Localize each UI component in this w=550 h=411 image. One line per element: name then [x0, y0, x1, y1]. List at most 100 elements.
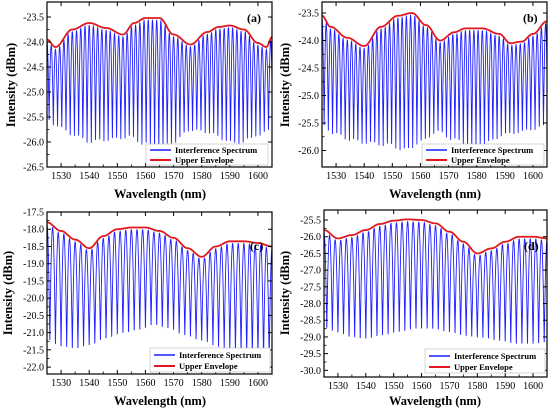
- panel-a-y-tick-label: -23.5: [23, 13, 44, 24]
- panel-b-x-tick-label: 1560: [410, 171, 430, 182]
- panel-d-legend-label-envelope: Upper Envelope: [454, 362, 513, 372]
- panel-b-y-tick-label: -25.5: [298, 119, 319, 130]
- panel-d-y-tick-label: -29.0: [300, 332, 321, 343]
- panel-b-legend-label-envelope: Upper Envelope: [451, 155, 510, 165]
- panel-c-legend: Interference Spectrum Upper Envelope: [149, 347, 271, 373]
- panel-c-x-axis-label: Wavelength (nm): [114, 394, 206, 408]
- panel-c-y-tick-label: -21.5: [23, 345, 44, 356]
- panel-c-legend-label-spectrum: Interference Spectrum: [179, 350, 261, 360]
- panel-a-x-tick-label: 1530: [51, 171, 71, 182]
- panel-a-y-ticks: -26.5 -26.0 -25.5 -25.0 -24.5 -24.0 -23.5: [23, 13, 272, 174]
- panel-c-x-tick-label: 1600: [248, 378, 268, 389]
- panel-c-x-tick-label: 1540: [79, 378, 99, 389]
- panel-b-x-tick-label: 1580: [467, 171, 487, 182]
- panel-a-series: [47, 17, 272, 151]
- panel-b-y-ticks: -26.0 -25.5 -25.0 -24.5 -24.0 -23.5: [298, 9, 547, 157]
- panel-c-series: [47, 221, 272, 361]
- panel-d-y-tick-label: -27.5: [300, 282, 321, 293]
- panel-d-legend-box: [424, 348, 546, 374]
- panel-c-x-tick-label: 1530: [51, 378, 71, 389]
- panel-b-x-tick-label: 1550: [382, 171, 402, 182]
- panel-c-series-upper-envelope: [47, 221, 272, 258]
- panel-d-series-interference-spectrum: [324, 220, 547, 344]
- panel-a-legend: Interference Spectrum Upper Envelope: [145, 143, 269, 166]
- panel-a-y-tick-label: -26.0: [23, 138, 44, 149]
- panel-d-x-tick-label: 1550: [384, 381, 404, 392]
- panel-a-x-tick-label: 1570: [164, 171, 184, 182]
- panel-c: -22.0 -21.5 -21.0 -20.5 -20.0 -19.5 -19.0 -18.5…: [1, 208, 273, 408]
- panel-d-x-tick-label: 1580: [467, 381, 487, 392]
- panel-d-x-ticks: 1530 1540 1550 1560 1570 1580 1590 1600: [328, 210, 543, 392]
- panel-a-x-tick-label: 1560: [135, 171, 155, 182]
- panel-a-legend-label-spectrum: Interference Spectrum: [175, 145, 257, 155]
- panel-d-y-tick-label: -28.5: [300, 316, 321, 327]
- panel-a-x-tick-label: 1550: [107, 171, 127, 182]
- panel-c-label: (c): [250, 239, 263, 253]
- panel-c-y-tick-label: -20.0: [23, 294, 44, 305]
- panel-b-label: (b): [523, 11, 538, 25]
- panel-a-x-tick-label: 1590: [220, 171, 240, 182]
- panel-b-x-tick-label: 1530: [326, 171, 346, 182]
- panel-b-y-tick-label: -26.0: [298, 146, 319, 157]
- panel-b-legend: Interference Spectrum Upper Envelope: [421, 143, 545, 166]
- panel-b-y-tick-label: -24.0: [298, 36, 319, 47]
- panel-d-y-tick-label: -28.0: [300, 299, 321, 310]
- panel-d: -30.0 -29.5 -29.0 -28.5 -28.0 -27.5 -27.0 -26.5…: [278, 209, 548, 408]
- panel-c-x-tick-label: 1590: [220, 378, 240, 389]
- panel-b-series: [322, 12, 547, 151]
- panel-c-x-tick-label: 1550: [107, 378, 127, 389]
- panel-d-x-tick-label: 1570: [439, 381, 459, 392]
- panel-c-x-tick-label: 1580: [192, 378, 212, 389]
- panel-a-y-tick-label: -25.5: [23, 113, 44, 124]
- panel-d-y-tick-label: -29.5: [300, 349, 321, 360]
- panel-b: -26.0-25.5-25.0-24.5-24.0-23.5 1530 1540 1…: [278, 1, 548, 201]
- panel-d-label: (d): [524, 239, 539, 253]
- panel-d-y-axis-label: Intensity (dBm): [278, 251, 292, 335]
- panel-d-y-ticks: -30.0 -29.5 -29.0 -28.5 -28.0 -27.5 -27.0 -26.5…: [300, 216, 547, 377]
- panel-c-y-tick-label: -18.5: [23, 242, 44, 253]
- panel-d-x-tick-label: 1560: [412, 381, 432, 392]
- panel-a-label: (a): [247, 11, 261, 25]
- panel-b-series-interference-spectrum: [322, 14, 547, 151]
- panel-b-series-upper-envelope: [322, 12, 547, 47]
- panel-b-x-tick-label: 1600: [523, 171, 543, 182]
- panel-a: -26.5 -26.0 -25.5 -25.0 -24.5 -24.0 -23.5 1530…: [4, 1, 273, 201]
- panel-d-x-tick-label: 1530: [328, 381, 348, 392]
- panel-c-y-ticks: -22.0 -21.5 -21.0 -20.5 -20.0 -19.5 -19.0 -18.5…: [23, 208, 272, 374]
- panel-d-series: [324, 218, 547, 344]
- panel-a-x-tick-label: 1540: [79, 171, 99, 182]
- panel-d-series-upper-envelope: [324, 218, 547, 255]
- panel-b-y-tick-label: -23.5: [298, 9, 319, 20]
- panel-a-x-tick-label: 1580: [192, 171, 212, 182]
- panel-c-legend-box: [149, 347, 271, 373]
- panel-b-x-tick-label: 1570: [439, 171, 459, 182]
- panel-a-series-upper-envelope: [47, 17, 272, 48]
- panel-d-x-axis-label: Wavelength (nm): [389, 394, 481, 408]
- panel-c-x-tick-label: 1560: [135, 378, 155, 389]
- panel-d-y-tick-label: -27.0: [300, 266, 321, 277]
- panel-c-y-tick-label: -19.0: [23, 259, 44, 270]
- panel-d-x-tick-label: 1590: [495, 381, 515, 392]
- panel-c-y-tick-label: -22.0: [23, 363, 44, 374]
- panel-b-x-axis-label: Wavelength (nm): [389, 187, 481, 201]
- panel-a-y-tick-label: -25.0: [23, 88, 44, 99]
- panel-d-x-tick-label: 1540: [356, 381, 376, 392]
- panel-a-legend-label-envelope: Upper Envelope: [175, 155, 234, 165]
- panel-d-legend-label-spectrum: Interference Spectrum: [454, 351, 536, 361]
- panel-c-series-interference-spectrum: [47, 224, 272, 361]
- panel-a-series-interference-spectrum: [47, 18, 272, 151]
- panel-c-x-tick-label: 1570: [164, 378, 184, 389]
- panel-a-legend-box: [145, 143, 269, 166]
- panel-c-y-tick-label: -17.5: [23, 208, 44, 219]
- panel-c-y-axis-label: Intensity (dBm): [1, 251, 15, 335]
- panel-a-y-tick-label: -24.5: [23, 63, 44, 74]
- panel-c-y-tick-label: -18.0: [23, 225, 44, 236]
- panel-d-y-tick-label: -26.0: [300, 232, 321, 243]
- panel-b-y-axis-label: Intensity (dBm): [278, 43, 292, 127]
- panel-a-y-tick-label: -26.5: [23, 163, 44, 174]
- panel-c-y-tick-label: -21.0: [23, 328, 44, 339]
- panel-a-y-tick-label: -24.0: [23, 38, 44, 49]
- panel-d-legend: Interference Spectrum Upper Envelope: [424, 348, 546, 374]
- panel-d-y-tick-label: -25.5: [300, 216, 321, 227]
